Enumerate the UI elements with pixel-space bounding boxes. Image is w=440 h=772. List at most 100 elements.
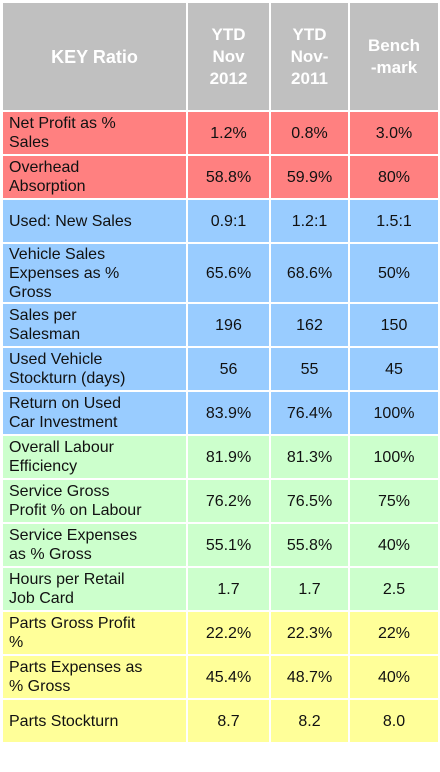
value-ytd-2012: 58.8% bbox=[186, 154, 271, 200]
table-row: Parts Gross Profit% 22.2% 22.3% 22% bbox=[1, 610, 440, 656]
ratio-label-line: Stockturn (days) bbox=[9, 370, 126, 387]
ratio-label: Return on Used Car Investment bbox=[1, 390, 188, 436]
value-ytd-2012: 76.2% bbox=[186, 478, 271, 524]
value-ytd-2011: 22.3% bbox=[269, 610, 350, 656]
value-benchmark: 150 bbox=[348, 302, 440, 348]
ratio-label: Overall Labour Efficiency bbox=[1, 434, 188, 480]
table-row: Return on Used Car Investment 83.9% 76.4% 10… bbox=[1, 390, 440, 436]
value-ytd-2011: 8.2 bbox=[269, 698, 350, 744]
header-col2-line1: YTD bbox=[292, 24, 327, 44]
value-ytd-2012: 0.9:1 bbox=[186, 198, 271, 244]
value-ytd-2011: 1.2:1 bbox=[269, 198, 350, 244]
value-ytd-2011: 76.5% bbox=[269, 478, 350, 524]
key-ratio-table: KEY Ratio YTD Nov 2012 YTD Nov- 2011 Ben… bbox=[1, 1, 440, 744]
ratio-label-line: Gross bbox=[9, 283, 52, 301]
value-benchmark: 80% bbox=[348, 154, 440, 200]
header-col3-line1: Bench bbox=[368, 35, 420, 55]
value-ytd-2012: 45.4% bbox=[186, 654, 271, 700]
ratio-label-line: Used Vehicle bbox=[9, 351, 103, 368]
ratio-label-line: Sales bbox=[9, 134, 50, 151]
header-col1-line1: YTD bbox=[211, 24, 246, 44]
ratio-label-line: Service Gross bbox=[9, 483, 110, 500]
ratio-label-line: Net Profit as % bbox=[9, 115, 116, 132]
value-benchmark: 40% bbox=[348, 654, 440, 700]
ratio-label-line: Parts Expenses as bbox=[9, 659, 143, 676]
value-benchmark: 75% bbox=[348, 478, 440, 524]
table-row: Overall Labour Efficiency 81.9% 81.3% 100% bbox=[1, 434, 440, 480]
header-col2-line3: 2011 bbox=[291, 68, 328, 88]
ratio-label-line: Hours per Retail bbox=[9, 571, 125, 588]
value-benchmark: 40% bbox=[348, 522, 440, 568]
value-ytd-2011: 59.9% bbox=[269, 154, 350, 200]
ratio-label-line: Overhead bbox=[9, 159, 80, 176]
value-ytd-2012: 22.2% bbox=[186, 610, 271, 656]
ratio-label-line: Salesman bbox=[9, 326, 81, 343]
header-col1-line3: 2012 bbox=[209, 68, 248, 88]
header-ytd-nov-2011: YTD Nov- 2011 bbox=[269, 1, 350, 112]
value-ytd-2011: 68.6% bbox=[269, 242, 350, 304]
ratio-label: Service Expenses as % Gross bbox=[1, 522, 188, 568]
table-row: Sales per Salesman 196 162 150 bbox=[1, 302, 440, 348]
value-benchmark: 45 bbox=[348, 346, 440, 392]
header-col1-line2: Nov bbox=[212, 46, 245, 66]
table-row: Parts Stockturn 8.7 8.2 8.0 bbox=[1, 698, 440, 744]
value-ytd-2011: 81.3% bbox=[269, 434, 350, 480]
ratio-label-line: Parts Stockturn bbox=[9, 712, 119, 730]
ratio-label-line: Overall Labour bbox=[9, 439, 114, 456]
ratio-label: Parts Expenses as % Gross bbox=[1, 654, 188, 700]
ratio-label: Vehicle Sales Expenses as % Gross bbox=[1, 242, 188, 304]
table-row: Overhead Absorption 58.8% 59.9% 80% bbox=[1, 154, 440, 200]
ratio-label-line: Job Card bbox=[9, 590, 74, 607]
value-ytd-2011: 162 bbox=[269, 302, 350, 348]
ratio-label-line: Service Expenses bbox=[9, 527, 138, 544]
ratio-label: Hours per Retail Job Card bbox=[1, 566, 188, 612]
table-row: Used: New Sales 0.9:1 1.2:1 1.5:1 bbox=[1, 198, 440, 244]
value-benchmark: 100% bbox=[348, 390, 440, 436]
ratio-label: Parts Gross Profit% bbox=[1, 610, 188, 656]
value-ytd-2011: 0.8% bbox=[269, 110, 350, 156]
table-row: Used Vehicle Stockturn (days) 56 55 45 bbox=[1, 346, 440, 392]
ratio-label-line: Parts Gross Profit bbox=[9, 615, 136, 632]
table-row: Net Profit as % Sales 1.2% 0.8% 3.0% bbox=[1, 110, 440, 156]
ratio-label-line: Return on Used bbox=[9, 395, 122, 412]
ratio-label-line: % Gross bbox=[9, 678, 71, 695]
value-benchmark: 50% bbox=[348, 242, 440, 304]
value-ytd-2012: 1.7 bbox=[186, 566, 271, 612]
header-benchmark: Bench -mark bbox=[348, 1, 440, 112]
ratio-label: Net Profit as % Sales bbox=[1, 110, 188, 156]
ratio-label: Service Gross Profit % on Labour bbox=[1, 478, 188, 524]
value-benchmark: 100% bbox=[348, 434, 440, 480]
value-ytd-2011: 55 bbox=[269, 346, 350, 392]
value-ytd-2011: 55.8% bbox=[269, 522, 350, 568]
value-ytd-2011: 1.7 bbox=[269, 566, 350, 612]
ratio-label-line: Sales per bbox=[9, 307, 77, 324]
header-col2-line2: Nov- bbox=[290, 46, 329, 66]
table-row: Service Gross Profit % on Labour 76.2% 76.5… bbox=[1, 478, 440, 524]
ratio-label: Sales per Salesman bbox=[1, 302, 188, 348]
ratio-label-line: Profit % on Labour bbox=[9, 502, 142, 519]
ratio-label: Used Vehicle Stockturn (days) bbox=[1, 346, 188, 392]
ratio-label-line: Used: New Sales bbox=[9, 212, 132, 230]
ratio-label-line: % bbox=[9, 634, 24, 651]
header-row: KEY Ratio YTD Nov 2012 YTD Nov- 2011 Ben… bbox=[1, 1, 440, 112]
value-benchmark: 2.5 bbox=[348, 566, 440, 612]
ratio-label-line: Efficiency bbox=[9, 458, 78, 475]
ratio-label-line: Vehicle Sales bbox=[9, 245, 106, 263]
header-key-ratio: KEY Ratio bbox=[1, 1, 188, 112]
value-ytd-2011: 48.7% bbox=[269, 654, 350, 700]
ratio-label-line: Expenses as % bbox=[9, 264, 120, 282]
header-ytd-nov-2012: YTD Nov 2012 bbox=[186, 1, 271, 112]
ratio-label: Overhead Absorption bbox=[1, 154, 188, 200]
value-ytd-2012: 55.1% bbox=[186, 522, 271, 568]
value-benchmark: 8.0 bbox=[348, 698, 440, 744]
value-ytd-2011: 76.4% bbox=[269, 390, 350, 436]
value-ytd-2012: 8.7 bbox=[186, 698, 271, 744]
table-row: Service Expenses as % Gross 55.1% 55.8% 40% bbox=[1, 522, 440, 568]
table-row: Hours per Retail Job Card 1.7 1.7 2.5 bbox=[1, 566, 440, 612]
ratio-label: Used: New Sales bbox=[1, 198, 188, 244]
value-benchmark: 1.5:1 bbox=[348, 198, 440, 244]
value-ytd-2012: 196 bbox=[186, 302, 271, 348]
ratio-label: Parts Stockturn bbox=[1, 698, 188, 744]
ratio-label-line: Absorption bbox=[9, 178, 86, 195]
ratio-label-line: as % Gross bbox=[9, 546, 92, 563]
